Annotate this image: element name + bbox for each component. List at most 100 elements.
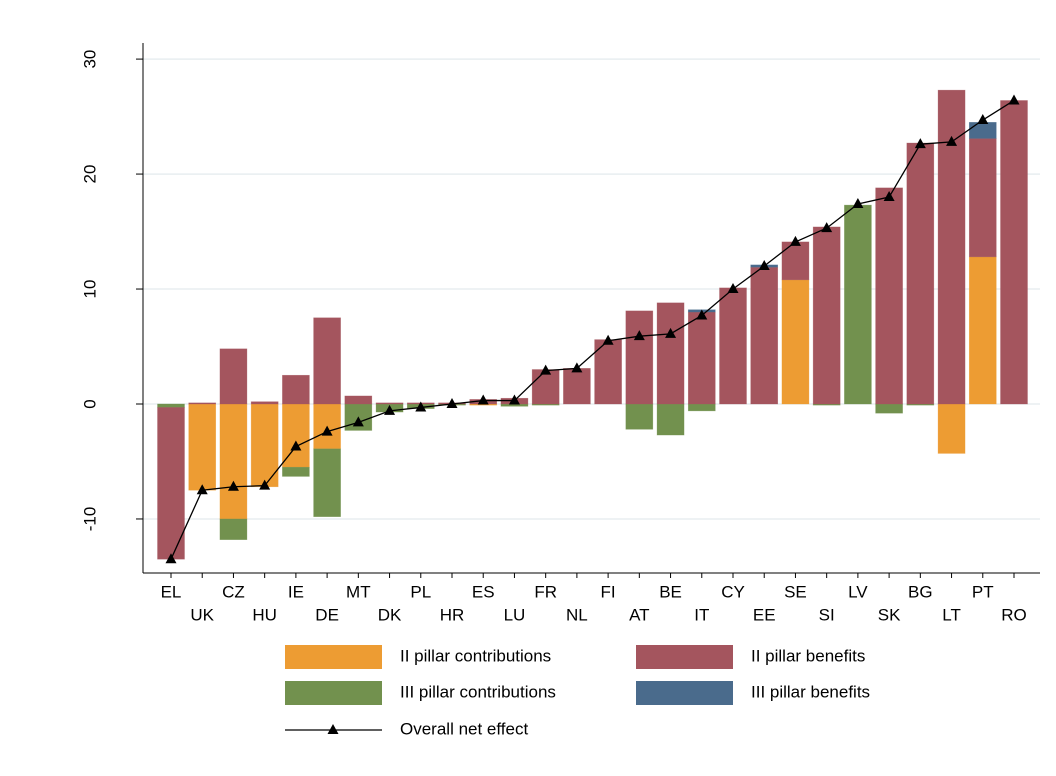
y-tick-label: 20: [80, 165, 99, 184]
bar-segment: [313, 448, 341, 517]
bar-segment: [687, 403, 716, 412]
legend-marker: [327, 724, 339, 734]
net-marker: [1008, 94, 1020, 105]
x-tick-label: IT: [694, 605, 709, 624]
x-tick-label: RO: [1001, 605, 1027, 624]
x-tick-label: LU: [504, 605, 526, 624]
net-marker: [384, 404, 396, 415]
bar-segment: [968, 138, 997, 258]
net-marker: [883, 191, 895, 202]
x-tick-label: ES: [472, 582, 495, 601]
y-tick-label: 30: [80, 50, 99, 69]
y-tick-label: 0: [80, 399, 99, 408]
x-tick-label: SE: [784, 582, 807, 601]
x-tick-label: HU: [252, 605, 277, 624]
net-marker: [633, 330, 645, 341]
bar-segment: [344, 395, 373, 405]
bar-segment: [313, 317, 341, 405]
net-marker: [665, 327, 677, 338]
bar-segment: [219, 348, 248, 405]
y-tick-label: 10: [80, 280, 99, 299]
bar-segment: [875, 187, 903, 405]
net-marker: [914, 138, 926, 149]
net-marker: [321, 425, 333, 436]
x-tick-label: EE: [753, 605, 776, 624]
legend-swatch: [285, 681, 382, 705]
legend-swatch: [636, 681, 733, 705]
net-marker: [727, 283, 739, 294]
bar-segment: [219, 518, 248, 540]
legend-swatch: [285, 645, 382, 669]
x-tick-label: BG: [908, 582, 933, 601]
bar-segment: [906, 142, 935, 405]
x-tick-label: LV: [848, 582, 868, 601]
net-marker: [571, 362, 583, 373]
net-marker: [696, 309, 708, 320]
net-marker: [540, 364, 552, 375]
bar-segment: [844, 204, 872, 405]
net-marker: [821, 222, 833, 233]
legend-label: Overall net effect: [400, 719, 528, 738]
bar-segment: [282, 403, 310, 468]
net-marker: [852, 197, 864, 208]
net-marker: [290, 440, 302, 451]
bar-segment: [188, 402, 217, 405]
net-marker: [602, 334, 614, 345]
x-tick-label: MT: [346, 582, 371, 601]
net-marker: [352, 416, 364, 427]
x-tick-label: HR: [440, 605, 465, 624]
x-tick-label: NL: [566, 605, 588, 624]
x-tick-label: SK: [878, 605, 901, 624]
x-tick-label: PL: [410, 582, 431, 601]
net-marker: [446, 397, 458, 408]
bar-segment: [250, 401, 279, 405]
net-marker: [946, 135, 958, 146]
legend-label: II pillar benefits: [751, 646, 865, 665]
legend-label: III pillar contributions: [400, 682, 556, 701]
x-tick-label: LT: [942, 605, 961, 624]
x-tick-label: FR: [534, 582, 557, 601]
bar-segment: [157, 407, 185, 560]
x-tick-label: SI: [819, 605, 835, 624]
bar-segment: [937, 403, 966, 454]
x-tick-label: BE: [659, 582, 682, 601]
bar-segment: [781, 241, 810, 281]
bar-segment: [531, 369, 560, 405]
bar-segment: [687, 311, 716, 405]
x-tick-label: CZ: [222, 582, 245, 601]
legend-label: II pillar contributions: [400, 646, 551, 665]
net-marker: [165, 553, 177, 564]
x-tick-label: AT: [629, 605, 649, 624]
net-marker: [259, 479, 271, 490]
bar-segment: [1000, 100, 1028, 405]
bar-segment: [563, 368, 591, 405]
net-marker: [977, 114, 989, 125]
bar-segment: [656, 302, 685, 405]
x-tick-label: UK: [190, 605, 214, 624]
net-marker: [758, 260, 770, 271]
net-marker: [227, 480, 239, 491]
x-tick-label: EL: [161, 582, 182, 601]
bar-segment: [282, 466, 310, 477]
bar-segment: [719, 287, 747, 405]
bar-segment: [219, 403, 248, 520]
bar-segment: [968, 256, 997, 405]
legend-label: III pillar benefits: [751, 682, 870, 701]
bar-segment: [781, 279, 810, 405]
net-line: [170, 99, 1015, 560]
bar-segment: [625, 403, 654, 430]
bar-segment: [375, 402, 404, 405]
y-tick-label: -10: [80, 507, 99, 532]
x-tick-label: DK: [378, 605, 402, 624]
bar-segment: [625, 310, 654, 405]
net-marker: [196, 484, 208, 495]
bar-segment: [188, 403, 217, 491]
net-marker: [508, 394, 520, 405]
net-marker: [789, 235, 801, 246]
bar-segment: [812, 226, 841, 405]
bar-segment: [282, 374, 310, 405]
legend-swatch: [636, 645, 733, 669]
bar-segment: [968, 122, 997, 139]
bar-segment: [250, 403, 279, 488]
